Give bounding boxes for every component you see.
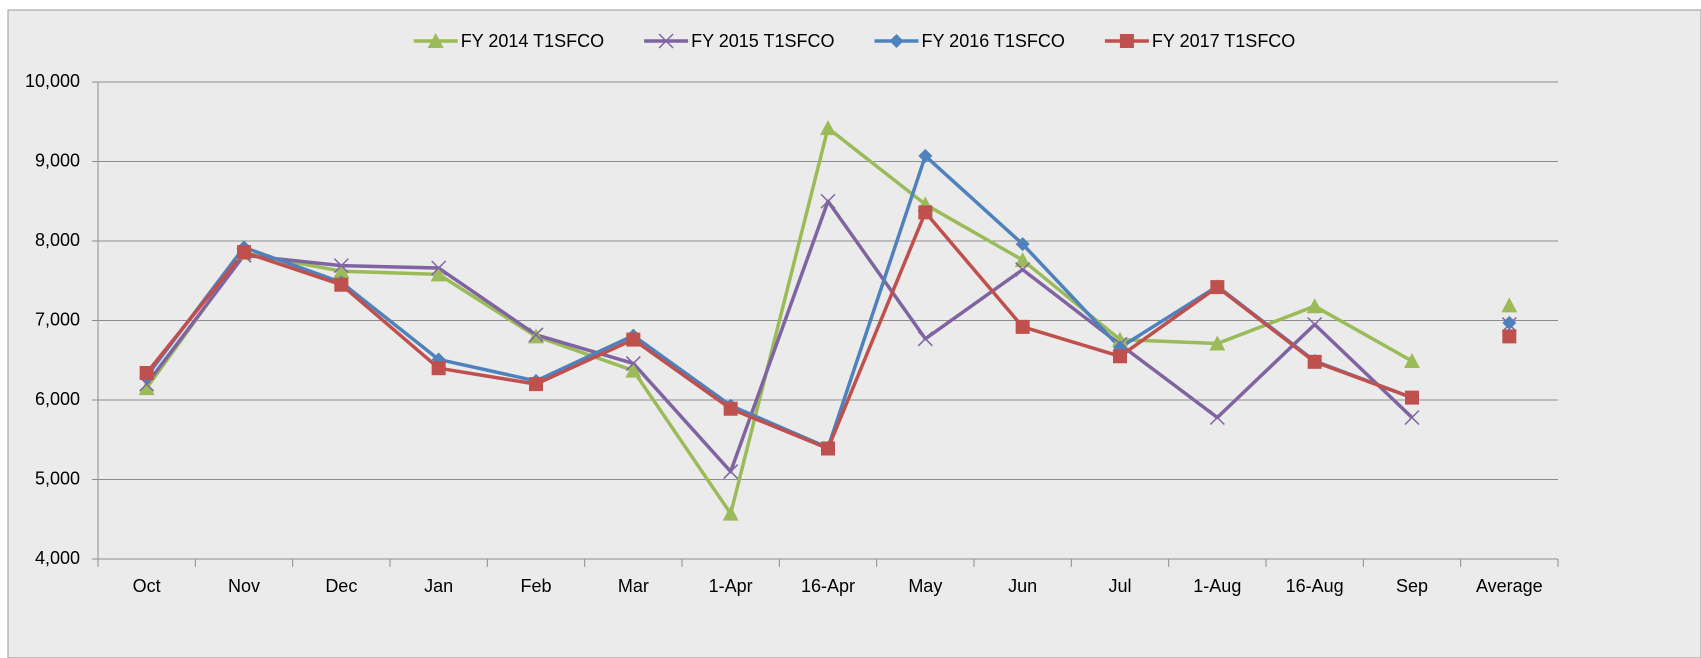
x-tick-label: Jan [424,576,453,596]
x-tick-label: Jul [1108,576,1131,596]
legend-item: FY 2016 T1SFCO [874,31,1065,51]
series-line [145,199,1414,474]
marker [1209,409,1225,426]
marker [918,148,933,163]
y-tick-label: 7,000 [35,309,80,329]
y-tick-label: 10,000 [25,71,80,91]
marker [1015,262,1031,278]
series-markers [139,205,1517,456]
marker [625,362,642,378]
marker [1015,237,1030,252]
legend-label: FY 2016 T1SFCO [922,31,1065,51]
x-tick-label: 1-Aug [1193,576,1241,596]
y-tick-label: 9,000 [35,150,80,170]
marker [431,361,446,376]
marker [1119,34,1134,48]
marker [1307,354,1322,369]
y-tick-label: 6,000 [35,389,80,409]
legend-label: FY 2015 T1SFCO [691,31,834,51]
marker [820,120,836,136]
x-tick-label: May [908,576,942,596]
y-tick-label: 4,000 [35,548,80,568]
series-line [145,210,1413,451]
legend-item: FY 2015 T1SFCO [644,31,835,51]
marker [821,441,835,456]
marker [918,205,933,220]
x-tick-label: Jun [1008,576,1037,596]
x-tick-label: Oct [133,576,161,596]
marker [333,263,350,279]
marker [1113,349,1127,364]
marker [528,327,544,343]
marker [917,331,933,347]
x-tick-label: Average [1476,576,1543,596]
marker [658,33,674,49]
marker [334,277,349,292]
y-tick-label: 8,000 [35,230,80,250]
marker [1502,315,1517,330]
marker [427,33,444,48]
marker [723,401,738,416]
marker [1501,297,1518,313]
x-tick-label: Dec [325,576,357,596]
marker [1210,280,1225,295]
x-tick-label: Sep [1396,576,1428,596]
marker [722,505,739,521]
marker [1405,390,1419,405]
legend-item: FY 2014 T1SFCO [413,31,604,51]
x-tick-label: Feb [520,576,551,596]
marker [889,34,904,48]
marker [1014,252,1031,268]
marker [625,355,641,371]
legend-item: FY 2017 T1SFCO [1104,31,1295,51]
series-line [145,126,1413,516]
marker [1112,331,1128,347]
marker [333,258,349,274]
marker [1404,353,1420,369]
marker [723,464,739,480]
legend-label: FY 2017 T1SFCO [1152,31,1295,51]
marker [237,245,251,260]
x-tick-label: 1-Apr [709,576,753,596]
marker [431,260,447,276]
marker [1015,319,1030,334]
marker [529,377,543,392]
marker [1307,316,1323,333]
marker [430,266,447,282]
marker [139,365,154,380]
x-tick-label: 16-Aug [1286,576,1344,596]
marker [138,380,155,396]
marker [1404,409,1420,426]
chart-area [7,9,1701,658]
x-tick-label: 16-Apr [801,576,855,596]
marker [1502,329,1517,344]
marker [626,332,641,347]
marker [1209,335,1226,351]
marker [820,193,836,209]
legend-label: FY 2014 T1SFCO [461,31,604,51]
x-tick-label: Nov [228,576,260,596]
x-tick-label: Mar [618,576,649,596]
marker [1306,298,1323,314]
y-tick-label: 5,000 [35,468,80,488]
